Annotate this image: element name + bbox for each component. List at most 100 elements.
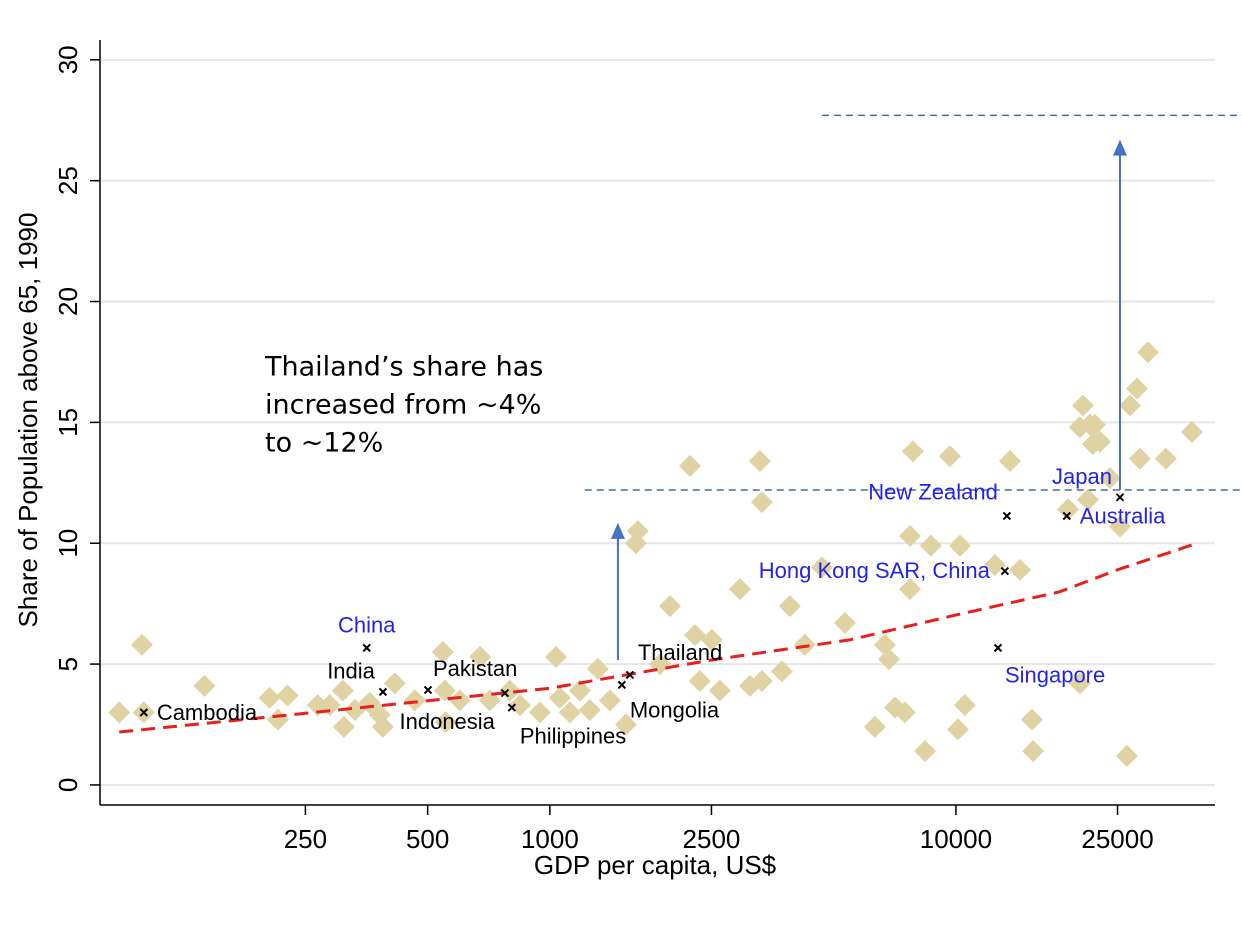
arrow-head [610, 522, 625, 539]
point [983, 553, 1006, 576]
point [1071, 394, 1094, 417]
point [919, 534, 942, 557]
point [1128, 447, 1151, 470]
point [1008, 558, 1031, 581]
point [1076, 488, 1099, 511]
point [708, 679, 731, 702]
y-tick-label: 5 [53, 657, 83, 671]
point [1180, 421, 1203, 444]
point-label: Japan [1052, 464, 1112, 489]
point-label: Hong Kong SAR, China [759, 558, 991, 583]
point-label: Pakistan [433, 656, 517, 681]
y-tick-label: 20 [53, 287, 83, 316]
point-label: Australia [1080, 504, 1166, 529]
point [728, 578, 751, 601]
point [1088, 430, 1111, 453]
point [331, 679, 354, 702]
labeled-point [1000, 566, 1010, 576]
point [448, 689, 471, 712]
point-label: China [338, 613, 396, 638]
point [598, 689, 621, 712]
point [434, 711, 457, 734]
annotation: to ~12% [265, 428, 383, 459]
point [433, 679, 456, 702]
point [1126, 377, 1149, 400]
point [469, 645, 492, 668]
x-tick-label: 250 [284, 824, 327, 854]
point [1098, 466, 1121, 489]
point [332, 715, 355, 738]
point [659, 595, 682, 618]
point [700, 628, 723, 651]
point [431, 641, 454, 663]
point [899, 578, 922, 601]
point [1115, 744, 1138, 767]
point [877, 648, 900, 671]
y-tick-label: 10 [53, 529, 83, 558]
point [614, 713, 637, 736]
point [953, 694, 976, 717]
annotation: Thailand’s share has [264, 352, 543, 383]
labeled-point [507, 703, 517, 712]
point [810, 556, 833, 579]
point [678, 454, 701, 477]
x-tick-label: 25000 [1081, 824, 1153, 854]
point [770, 660, 793, 683]
point [833, 611, 856, 634]
point [750, 670, 773, 693]
y-axis-title: Share of Population above 65, 1990 [13, 213, 43, 628]
x-tick-label: 500 [406, 824, 449, 854]
point-label: Philippines [520, 723, 626, 748]
point-label: Thailand [638, 640, 722, 665]
point [266, 708, 289, 731]
labeled-point [378, 687, 388, 697]
arrow-head [1112, 139, 1127, 156]
point [383, 672, 406, 695]
point [578, 699, 601, 722]
labeled-point [993, 643, 1003, 653]
point [403, 689, 426, 712]
point [528, 701, 551, 724]
labeled-point [1002, 511, 1012, 521]
labeled-point [423, 685, 433, 695]
point [568, 679, 591, 702]
point [899, 524, 922, 547]
point-label: New Zealand [868, 480, 998, 505]
point [131, 633, 154, 656]
point [901, 440, 924, 463]
point [1154, 447, 1177, 470]
point [893, 701, 916, 724]
point [748, 450, 771, 473]
point [1108, 515, 1131, 538]
y-tick-label: 30 [53, 45, 83, 74]
point [683, 624, 706, 647]
point [624, 532, 647, 555]
point [863, 715, 886, 738]
point [193, 674, 216, 697]
point [548, 686, 571, 709]
point [371, 715, 394, 738]
x-axis-title: GDP per capita, US$ [534, 850, 777, 880]
point [793, 633, 816, 656]
labeled-point [139, 708, 149, 717]
point [586, 657, 609, 680]
y-tick-label: 0 [53, 778, 83, 792]
point [343, 699, 366, 722]
x-tick-label: 10000 [920, 824, 992, 854]
point [558, 701, 581, 724]
labeled-point [362, 643, 371, 653]
point-label: India [327, 659, 375, 684]
labeled-point [500, 688, 510, 698]
point [1137, 341, 1160, 364]
point [544, 645, 567, 668]
point-label: Indonesia [400, 709, 496, 734]
point [276, 684, 299, 707]
point [948, 534, 971, 557]
labeled-point [1115, 493, 1125, 502]
point-label: Cambodia [157, 700, 258, 725]
point [1022, 740, 1045, 763]
labeled-point [625, 670, 635, 680]
point [1020, 708, 1043, 731]
point [1118, 394, 1141, 417]
